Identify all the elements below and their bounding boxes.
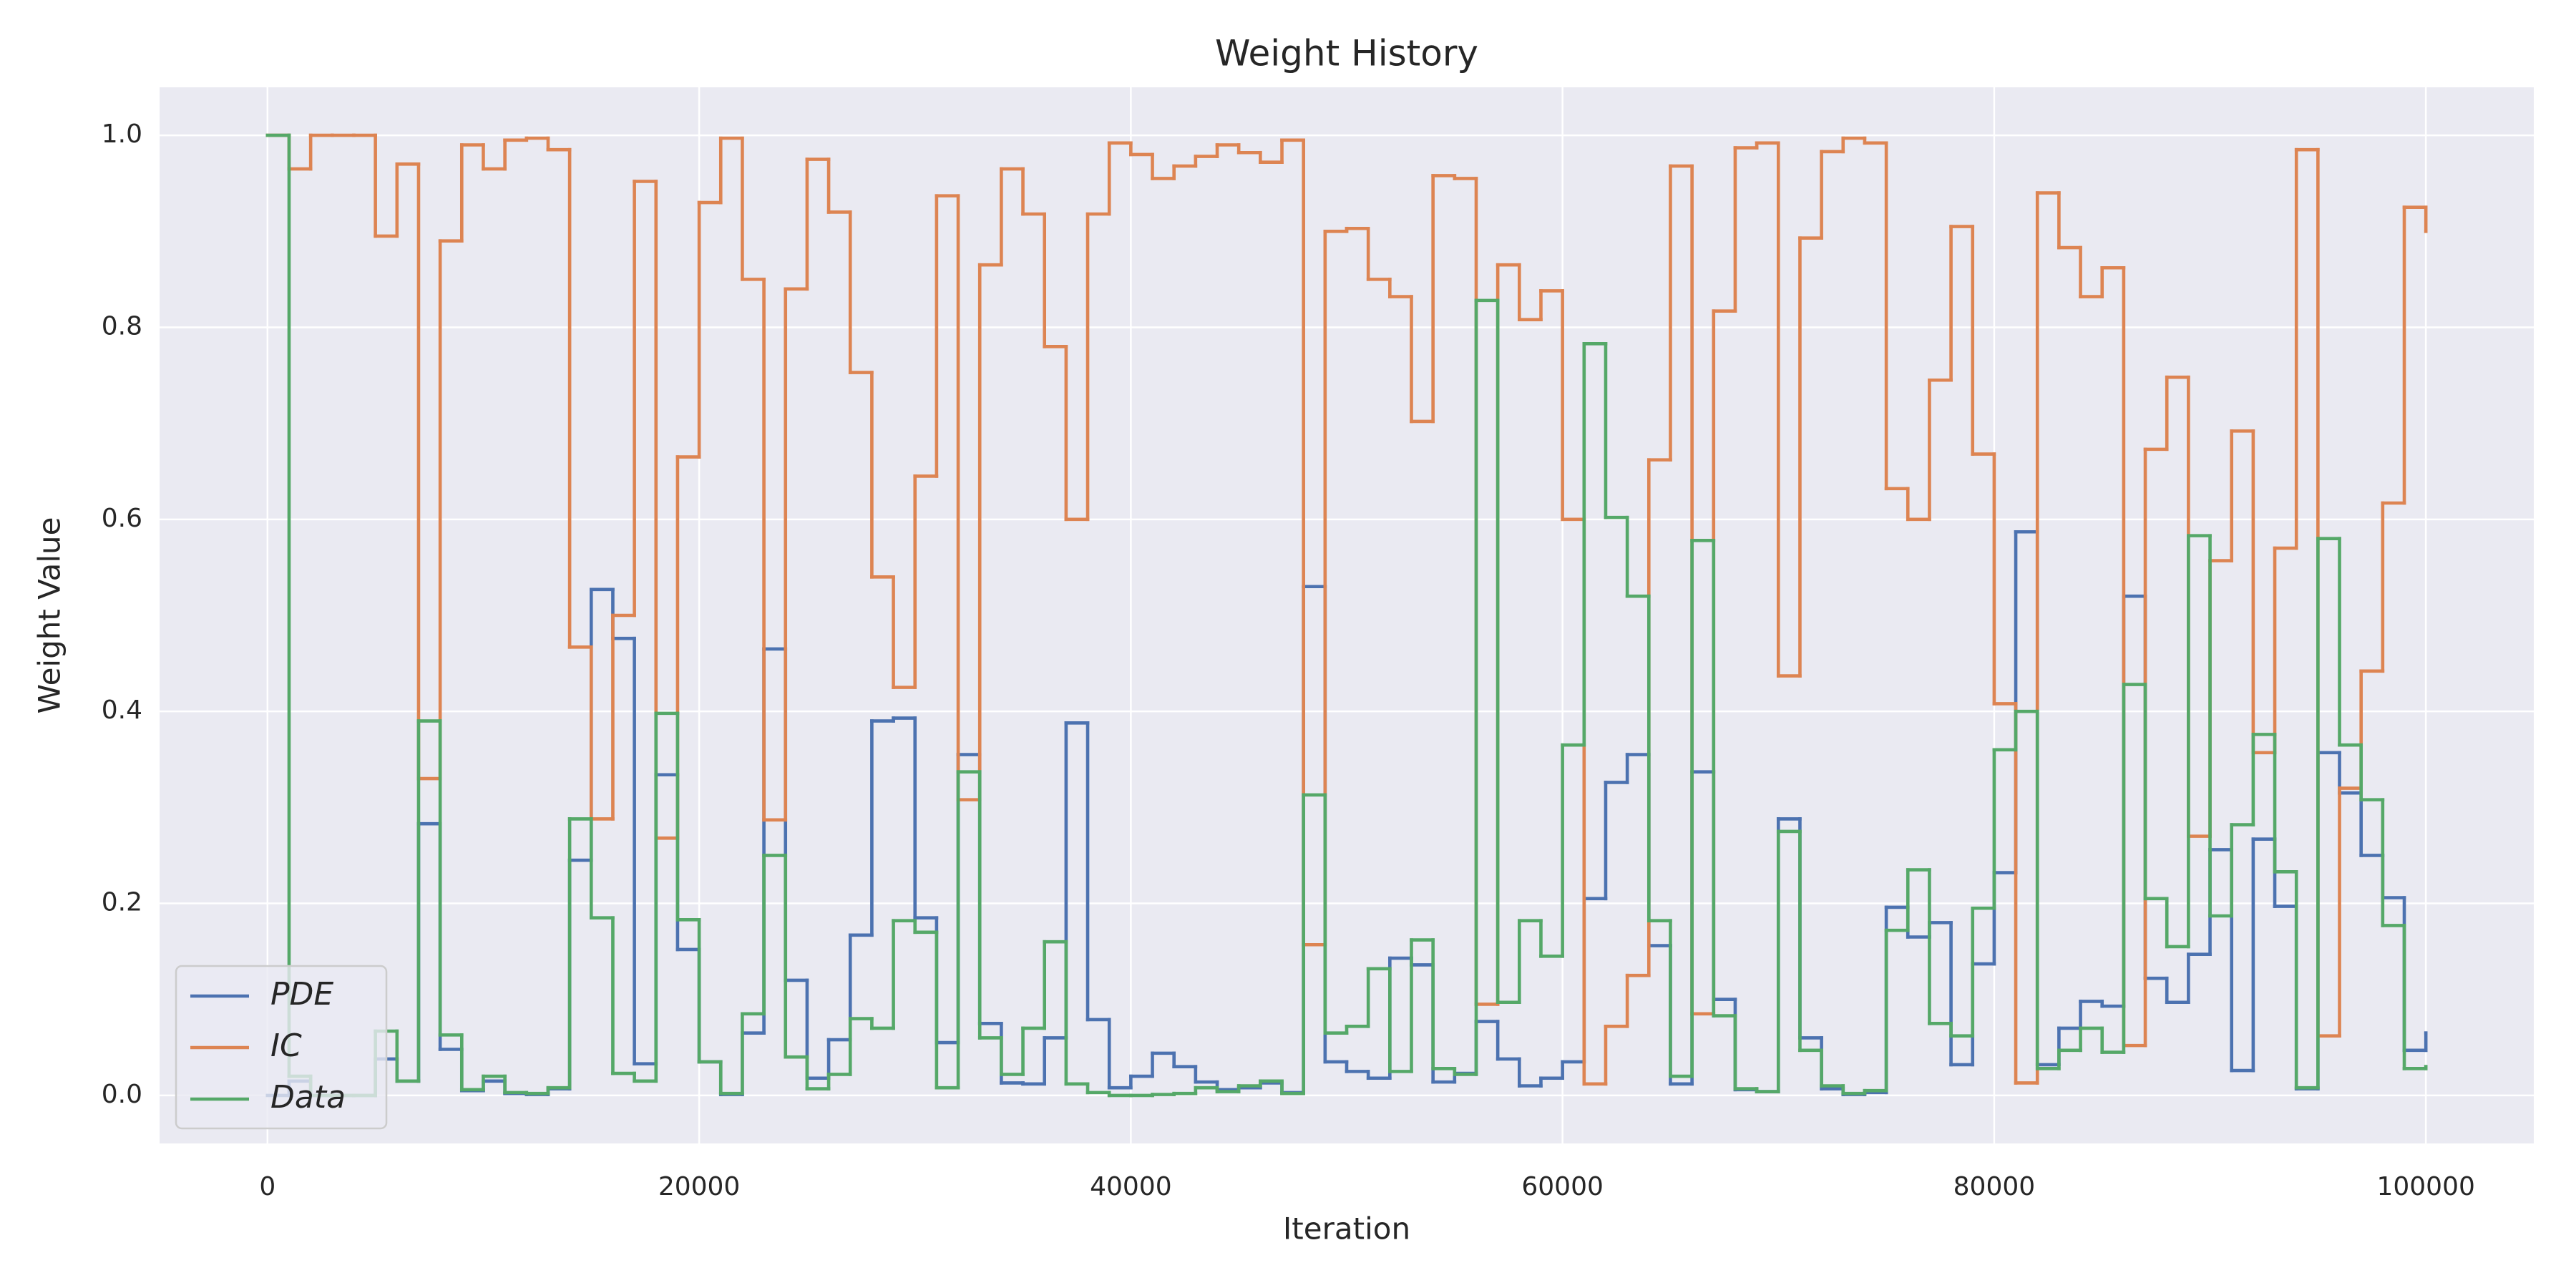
y-tick-label: 0.2 bbox=[102, 888, 142, 917]
y-tick-label: 0.6 bbox=[102, 504, 142, 533]
legend-label: Data bbox=[270, 1079, 346, 1116]
legend-label: PDE bbox=[270, 976, 333, 1013]
series-line bbox=[265, 133, 2428, 1086]
y-axis-label: Weight Value bbox=[32, 517, 67, 713]
x-tick-label: 20000 bbox=[658, 1172, 741, 1201]
x-axis-label: Iteration bbox=[1283, 1211, 1410, 1246]
y-tick-label: 0.4 bbox=[102, 696, 142, 725]
legend: PDE IC Data bbox=[175, 965, 388, 1130]
y-tick-label: 0.8 bbox=[102, 311, 142, 341]
legend-label: IC bbox=[270, 1028, 302, 1064]
plot-area bbox=[160, 87, 2534, 1143]
x-tick-label: 60000 bbox=[1521, 1172, 1604, 1201]
x-tick-label: 100000 bbox=[2376, 1172, 2474, 1201]
x-tick-label: 40000 bbox=[1090, 1172, 1172, 1201]
y-tick-label: 1.0 bbox=[102, 119, 142, 149]
x-tick-label: 80000 bbox=[1953, 1172, 2036, 1201]
x-tick-label: 0 bbox=[259, 1172, 275, 1201]
legend-box bbox=[175, 965, 388, 1130]
y-tick-label: 0.0 bbox=[102, 1080, 142, 1109]
chart-title: Weight History bbox=[1215, 33, 1478, 74]
